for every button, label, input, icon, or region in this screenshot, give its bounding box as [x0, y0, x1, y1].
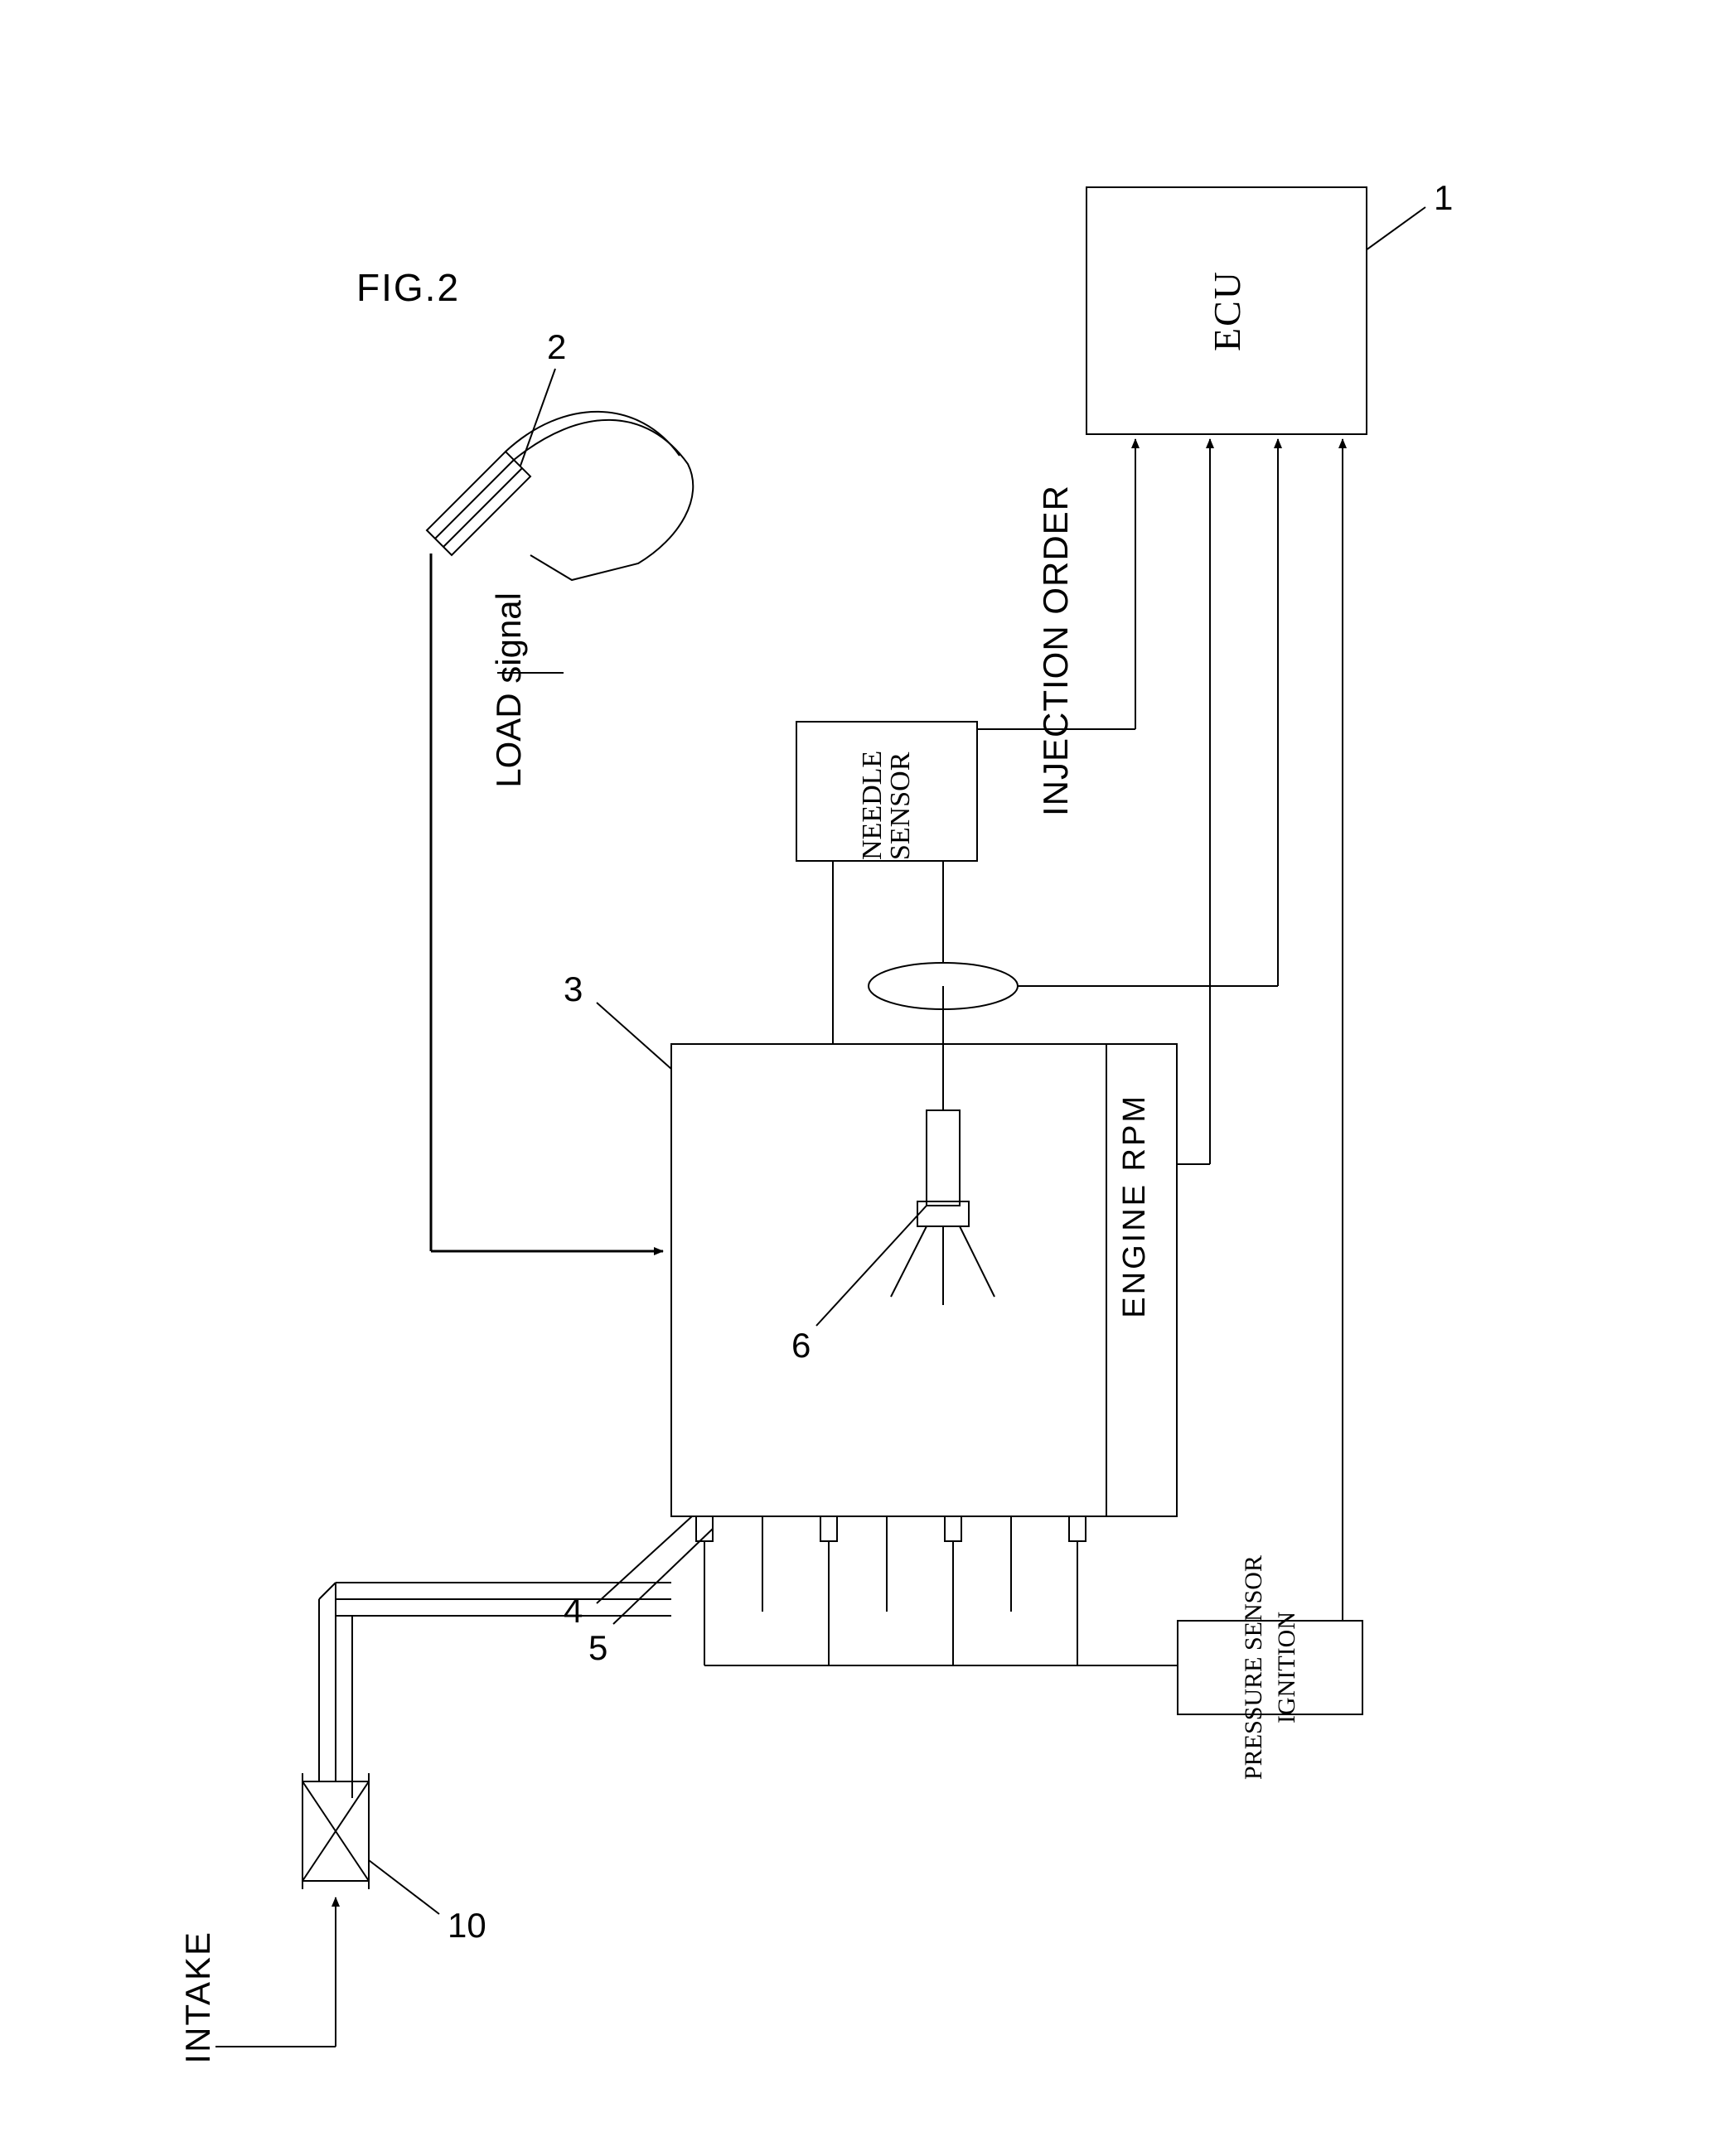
- throttle-valve-icon: [302, 1773, 369, 1889]
- callout-10: 10: [448, 1906, 486, 1946]
- injection-order-label: INJECTION ORDER: [1036, 485, 1076, 816]
- ignition-pressure-sensor-box: PRESSURE SENSOR IGNITION: [1177, 1620, 1363, 1715]
- callout-3: 3: [564, 969, 583, 1009]
- pedal-icon: [427, 369, 693, 580]
- callout-5: 5: [588, 1628, 607, 1668]
- needle-sensor-label: NEEDLE SENSOR: [859, 723, 915, 860]
- engine-ports: [696, 1516, 1086, 1541]
- load-signal-label: LOAD signal: [489, 592, 529, 788]
- intake-label: INTAKE: [178, 1931, 218, 2064]
- injector-icon: [891, 1110, 995, 1305]
- intake-manifold: [319, 1583, 671, 1798]
- engine-rpm-label: ENGINE RPM: [1117, 1094, 1153, 1318]
- ecu-box: ECU: [1086, 186, 1367, 435]
- callout-1: 1: [1434, 178, 1453, 218]
- callout-4: 4: [564, 1591, 583, 1631]
- callout-2: 2: [547, 327, 566, 367]
- diagram-svg: [0, 0, 1718, 2156]
- diagram-container: FIG.2: [0, 0, 1718, 2156]
- callout-6: 6: [791, 1326, 811, 1366]
- ignition-label-2: PRESSURE SENSOR: [1241, 1555, 1267, 1780]
- needle-sensor-box: NEEDLE SENSOR: [796, 721, 978, 862]
- ignition-label-1: IGNITION: [1274, 1612, 1300, 1723]
- engine-block: [671, 1044, 1177, 1516]
- ecu-label: ECU: [1205, 270, 1249, 351]
